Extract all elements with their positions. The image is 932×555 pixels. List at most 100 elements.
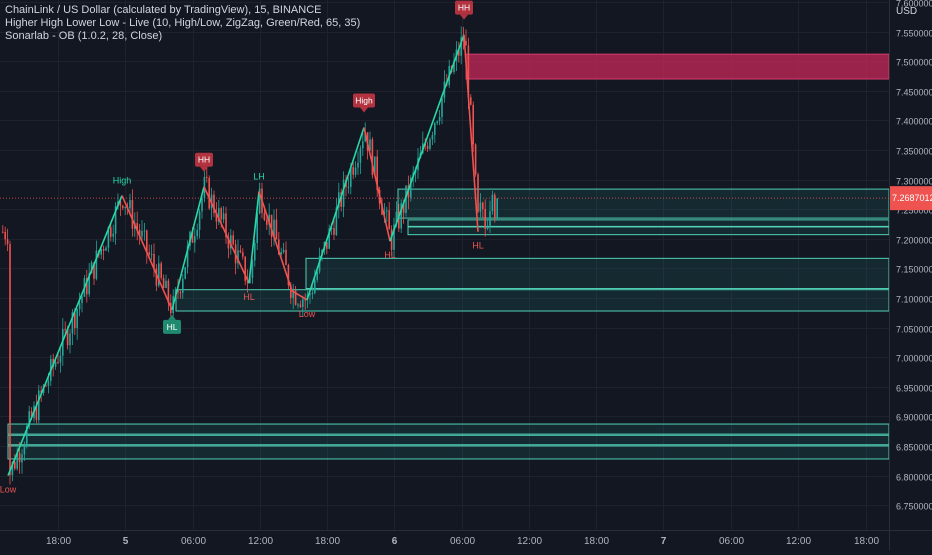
candle-body <box>131 200 134 229</box>
candle-body <box>256 213 258 243</box>
swing-label-text: HH <box>458 3 470 13</box>
candle-body <box>110 227 112 237</box>
y-tick-label: 7.0500000 <box>896 325 932 335</box>
candle-body <box>136 223 138 230</box>
candle-body <box>390 229 393 250</box>
candle-body <box>352 167 354 175</box>
swing-badge <box>195 152 213 167</box>
zigzag-segment <box>363 127 391 242</box>
y-tick-label: 7.6000000 <box>896 0 932 9</box>
candle-body <box>340 192 342 207</box>
y-axis-unit: USD <box>896 6 917 17</box>
candle-body <box>138 229 141 237</box>
candle-body <box>434 123 436 135</box>
candle-body <box>359 148 362 163</box>
candle-body <box>184 267 186 279</box>
chart-legend: ChainLink / US Dollar (calculated by Tra… <box>5 4 360 43</box>
candle-body <box>71 312 74 334</box>
y-tick-label: 7.2500000 <box>896 206 932 216</box>
candle-body <box>182 278 184 293</box>
x-tick-label: 7 <box>661 536 667 547</box>
candle-body <box>69 333 71 346</box>
candle-body <box>93 262 95 279</box>
candle-body <box>220 208 222 220</box>
candle-body <box>165 280 167 288</box>
candle-body <box>398 211 400 229</box>
candle-body <box>287 265 290 286</box>
candle-body <box>124 206 126 208</box>
candle-body <box>153 253 155 269</box>
candle-body <box>40 390 42 393</box>
candle-body <box>230 235 232 249</box>
candle-body <box>354 167 357 175</box>
candle-body <box>119 200 122 206</box>
candle-body <box>273 219 275 237</box>
candle-body <box>431 134 434 140</box>
zigzag-segment <box>171 186 205 311</box>
candle-body <box>191 231 194 243</box>
candle-body <box>102 248 105 251</box>
y-tick-label: 7.3500000 <box>896 147 932 157</box>
candle-body <box>6 239 9 245</box>
candle-body <box>129 200 131 209</box>
swing-label-text: HH <box>198 155 210 165</box>
candle-body <box>338 192 340 208</box>
swing-label-text: HL <box>384 250 396 260</box>
y-tick-label: 7.1000000 <box>896 295 932 305</box>
candle-body <box>105 247 107 251</box>
swing-badge-pointer <box>360 107 368 113</box>
x-tick-label: 06:00 <box>450 536 475 547</box>
candle-body <box>215 213 218 222</box>
zigzag-segment <box>121 195 173 311</box>
y-tick-label: 7.4500000 <box>896 88 932 98</box>
candle-body <box>393 224 395 250</box>
candle-body <box>386 210 388 212</box>
candle-body <box>237 250 239 264</box>
candle-body <box>426 146 429 149</box>
candle-body <box>78 302 81 310</box>
legend-symbol[interactable]: ChainLink / US Dollar (calculated by Tra… <box>5 4 322 16</box>
candle-body <box>371 139 374 176</box>
y-tick-label: 7.3000000 <box>896 177 932 187</box>
legend-indicator-orderblocks[interactable]: Sonarlab - OB (1.0.2, 28, Close) <box>5 30 163 42</box>
candle-body <box>112 233 114 237</box>
bullish-order-block <box>397 188 890 219</box>
candle-body <box>4 231 6 240</box>
candle-body <box>141 230 143 237</box>
y-tick-label: 7.4000000 <box>896 117 932 127</box>
candle-body <box>302 299 304 307</box>
candle-body <box>208 177 210 209</box>
candle-body <box>35 405 38 421</box>
bullish-order-block <box>407 226 890 236</box>
legend-indicator-hhll[interactable]: Higher High Lower Low - Live (10, High/L… <box>5 17 361 29</box>
candle-body <box>285 249 287 266</box>
swing-label: High <box>353 93 375 113</box>
candle-body <box>486 226 489 229</box>
candle-body <box>405 185 407 213</box>
candle-body <box>213 194 215 214</box>
candle-body <box>150 253 153 255</box>
candle-body <box>86 278 88 295</box>
candle-body <box>388 210 390 230</box>
candle-body <box>14 462 16 469</box>
candle-body <box>47 380 50 386</box>
candle-body <box>453 60 455 72</box>
swing-badge-pointer <box>168 314 176 320</box>
candle-body <box>294 290 297 305</box>
swing-label: HL <box>384 250 396 260</box>
y-tick-label: 7.0000000 <box>896 354 932 364</box>
candle-body <box>146 230 148 253</box>
candle-body <box>179 292 182 294</box>
candle-body <box>88 273 90 295</box>
candle-body <box>242 252 244 257</box>
candle-body <box>148 252 150 255</box>
candle-body <box>194 236 196 243</box>
candle-body <box>21 454 23 463</box>
candle-body <box>186 245 189 268</box>
candle-body <box>174 289 177 297</box>
swing-label: Low <box>0 485 17 495</box>
swing-badge <box>163 319 181 334</box>
swing-label: LH <box>253 171 265 181</box>
